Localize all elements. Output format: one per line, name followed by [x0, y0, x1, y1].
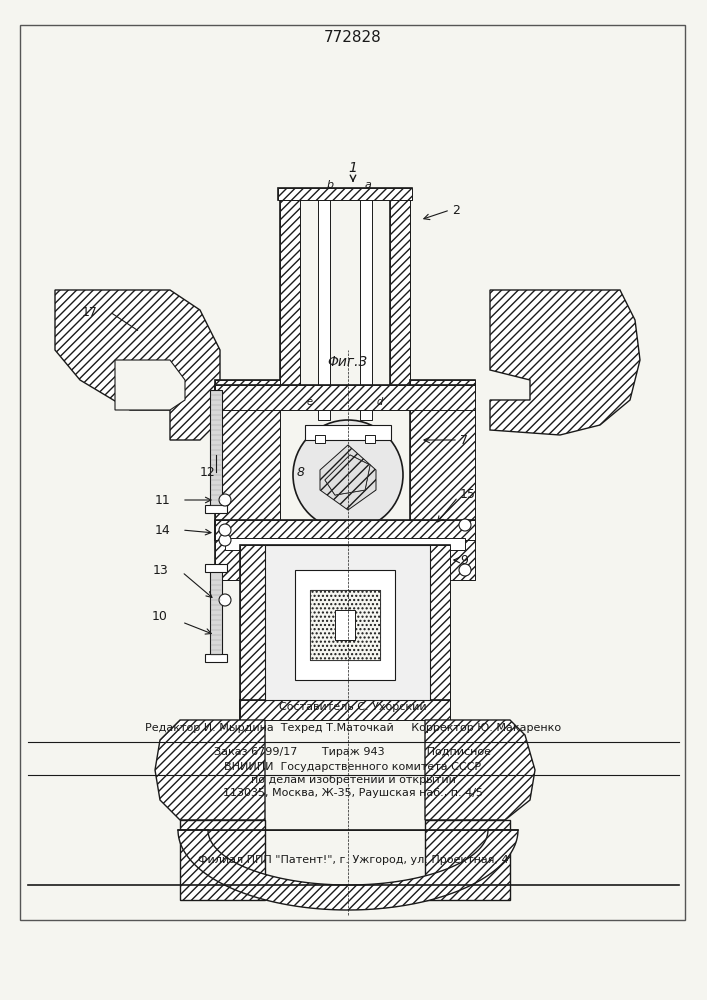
Bar	[365, 435, 375, 443]
Polygon shape	[240, 700, 450, 720]
Text: 10: 10	[152, 610, 168, 624]
Bar	[225, 538, 465, 550]
Bar	[20, 25, 685, 920]
Circle shape	[293, 420, 403, 530]
Bar	[410, 380, 475, 580]
Text: Φиг.3: Φиг.3	[328, 355, 368, 369]
Polygon shape	[178, 830, 518, 910]
Polygon shape	[240, 545, 265, 720]
Text: Заказ 6799/17       Тираж 943            Подписное: Заказ 6799/17 Тираж 943 Подписное	[214, 747, 491, 757]
Polygon shape	[490, 290, 640, 435]
Text: 113035, Москва, Ж-35, Раушская наб., п. 4/5: 113035, Москва, Ж-35, Раушская наб., п. …	[223, 788, 483, 798]
Text: 7: 7	[460, 434, 468, 446]
Polygon shape	[425, 545, 450, 720]
Polygon shape	[280, 190, 300, 410]
Text: e: e	[307, 397, 313, 407]
Polygon shape	[55, 290, 220, 440]
Circle shape	[219, 534, 231, 546]
Text: ВНИИПИ  Государственного комитета СССР: ВНИИПИ Государственного комитета СССР	[224, 762, 481, 772]
Text: 772828: 772828	[324, 30, 382, 45]
Bar	[335, 610, 355, 640]
Text: 15: 15	[460, 488, 476, 502]
Bar	[280, 190, 300, 410]
Text: 12: 12	[200, 466, 216, 479]
Text: 13: 13	[152, 564, 168, 576]
Text: 9: 9	[460, 554, 468, 566]
Text: Составитель С. Ухорский: Составитель С. Ухорский	[279, 702, 427, 712]
Bar	[210, 570, 222, 660]
Text: 11: 11	[154, 493, 170, 506]
Polygon shape	[310, 590, 380, 660]
Bar	[205, 564, 227, 572]
Polygon shape	[425, 820, 510, 900]
Polygon shape	[155, 720, 265, 820]
Circle shape	[219, 494, 231, 506]
Bar	[205, 505, 227, 513]
Text: d: d	[377, 397, 383, 407]
Bar	[278, 188, 412, 200]
Polygon shape	[410, 380, 475, 580]
Polygon shape	[215, 385, 475, 410]
Text: Филиал ППП "Патент!", г. Ужгород, ул. Проектная, 4: Филиал ППП "Патент!", г. Ужгород, ул. Пр…	[198, 855, 508, 865]
Circle shape	[459, 564, 471, 576]
Bar	[240, 545, 450, 720]
Text: a: a	[365, 180, 371, 190]
Bar	[210, 390, 222, 510]
Circle shape	[219, 594, 231, 606]
Bar	[310, 590, 380, 660]
Bar	[390, 190, 410, 410]
Polygon shape	[425, 720, 535, 820]
Text: 1: 1	[349, 161, 358, 175]
Bar	[240, 700, 450, 720]
Bar	[318, 190, 330, 420]
Bar	[265, 545, 430, 700]
Bar	[205, 654, 227, 662]
Polygon shape	[180, 820, 265, 900]
Bar	[215, 520, 475, 540]
Bar	[360, 190, 372, 420]
Bar	[295, 570, 395, 680]
Bar	[305, 425, 391, 440]
Polygon shape	[325, 455, 370, 495]
Bar	[215, 385, 475, 410]
Text: b: b	[327, 180, 334, 190]
Bar	[315, 435, 325, 443]
Polygon shape	[278, 188, 412, 200]
Text: Редактор И. Мырдина  Техред Т.Маточкай     Корректор Ю. Макаренко: Редактор И. Мырдина Техред Т.Маточкай Ко…	[145, 723, 561, 733]
Text: 8: 8	[297, 466, 305, 479]
Polygon shape	[320, 445, 376, 510]
Polygon shape	[325, 455, 370, 495]
Circle shape	[219, 524, 231, 536]
Text: 2: 2	[452, 204, 460, 217]
Text: 17: 17	[82, 306, 98, 318]
Polygon shape	[215, 520, 475, 540]
Bar	[215, 380, 280, 580]
Text: по делам изобретений и открытий: по делам изобретений и открытий	[250, 775, 455, 785]
Circle shape	[459, 519, 471, 531]
Text: 14: 14	[154, 524, 170, 536]
Polygon shape	[390, 190, 410, 410]
Polygon shape	[115, 360, 185, 410]
Polygon shape	[215, 380, 280, 580]
